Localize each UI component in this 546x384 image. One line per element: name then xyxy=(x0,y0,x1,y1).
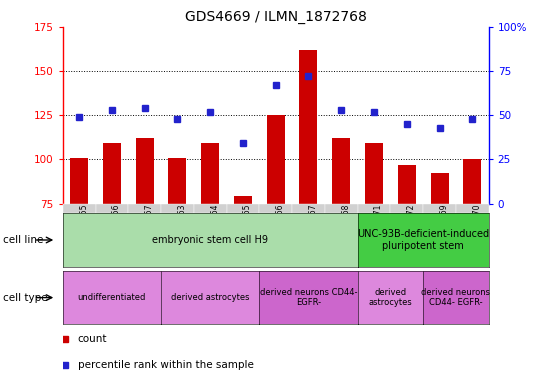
Text: cell type: cell type xyxy=(3,293,48,303)
Text: UNC-93B-deficient-induced
pluripotent stem: UNC-93B-deficient-induced pluripotent st… xyxy=(357,229,489,251)
Text: percentile rank within the sample: percentile rank within the sample xyxy=(78,360,253,370)
Bar xyxy=(463,159,482,204)
Text: count: count xyxy=(78,334,107,344)
Text: derived neurons
CD44- EGFR-: derived neurons CD44- EGFR- xyxy=(422,288,490,307)
Bar xyxy=(397,165,416,204)
Text: GSM997555: GSM997555 xyxy=(79,204,88,250)
Text: derived
astrocytes: derived astrocytes xyxy=(369,288,412,307)
Text: derived neurons CD44-
EGFR-: derived neurons CD44- EGFR- xyxy=(260,288,357,307)
Bar xyxy=(201,144,219,204)
Text: derived astrocytes: derived astrocytes xyxy=(171,293,250,302)
Text: GSM997569: GSM997569 xyxy=(440,204,448,250)
Bar xyxy=(430,174,449,204)
Text: GSM997563: GSM997563 xyxy=(177,204,186,250)
Bar xyxy=(332,138,351,204)
Text: GSM997568: GSM997568 xyxy=(341,204,350,250)
Text: GSM997567: GSM997567 xyxy=(308,204,317,250)
Text: GSM997557: GSM997557 xyxy=(145,204,153,250)
Bar xyxy=(266,115,285,204)
Bar xyxy=(299,50,317,204)
Bar xyxy=(136,138,154,204)
Text: undifferentiated: undifferentiated xyxy=(78,293,146,302)
Text: cell line: cell line xyxy=(3,235,43,245)
Text: GSM997556: GSM997556 xyxy=(112,204,121,250)
Text: GSM997565: GSM997565 xyxy=(243,204,252,250)
Title: GDS4669 / ILMN_1872768: GDS4669 / ILMN_1872768 xyxy=(185,10,367,25)
Bar xyxy=(365,144,383,204)
Text: GSM997572: GSM997572 xyxy=(407,204,416,250)
Text: GSM997566: GSM997566 xyxy=(276,204,284,250)
Bar xyxy=(168,157,187,204)
Text: GSM997571: GSM997571 xyxy=(374,204,383,250)
Text: GSM997564: GSM997564 xyxy=(210,204,219,250)
Bar xyxy=(103,144,121,204)
Bar xyxy=(70,157,88,204)
Text: embryonic stem cell H9: embryonic stem cell H9 xyxy=(152,235,268,245)
Text: GSM997570: GSM997570 xyxy=(472,204,481,250)
Bar xyxy=(234,197,252,204)
